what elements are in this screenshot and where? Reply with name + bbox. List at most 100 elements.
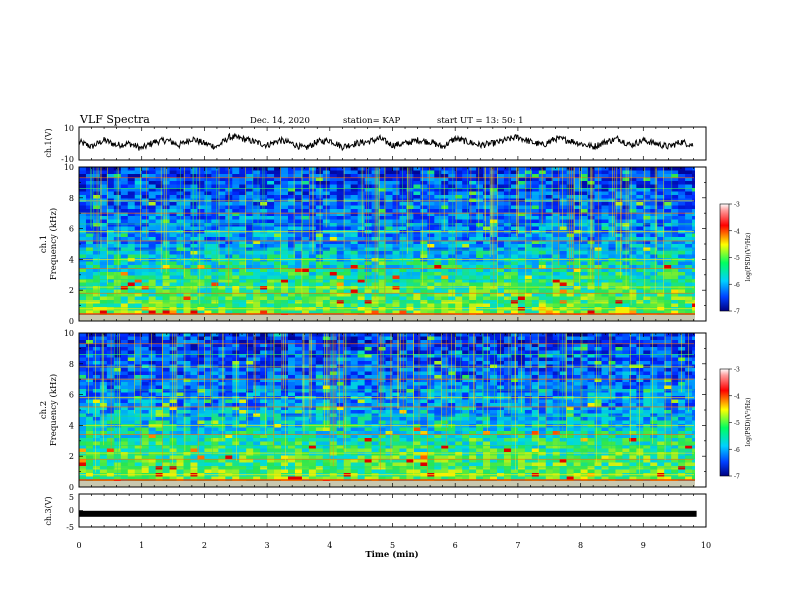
spectrogram-cell: [469, 209, 477, 213]
spectrogram-cell: [336, 174, 345, 178]
spectrogram-cell: [113, 188, 122, 192]
spectrogram-cell: [329, 272, 338, 276]
spectrogram-cell: [427, 233, 435, 238]
spectrogram-cell: [545, 244, 554, 248]
spectrogram-cell: [552, 216, 561, 220]
spectrogram-cell: [476, 181, 484, 185]
spectrogram-cell: [127, 343, 136, 348]
spectrogram-cell: [113, 184, 122, 189]
spectrogram-cell: [336, 286, 345, 290]
spectrogram-cell: [322, 212, 331, 217]
spectrogram-cell: [573, 268, 581, 273]
spectrogram-cell: [531, 216, 540, 220]
spectrogram-cell: [629, 254, 637, 259]
spectrogram-cell: [274, 347, 282, 351]
spectrogram-cell: [274, 212, 282, 217]
spectrogram-cell: [260, 310, 268, 315]
spectrogram-cell: [134, 191, 143, 196]
spectrogram-cell: [545, 184, 554, 189]
spectrogram-cell: [622, 303, 630, 308]
spectrogram-cell: [176, 336, 184, 341]
spectrogram-cell: [497, 195, 505, 199]
spectrogram-cell: [448, 296, 456, 301]
spectrogram-cell: [392, 272, 400, 276]
spectrogram-cell: [274, 293, 282, 297]
spectrogram-cell: [497, 247, 505, 252]
spectrogram-cell: [155, 347, 163, 351]
spectrogram-cell: [141, 167, 150, 171]
spectrogram-cell: [162, 350, 170, 355]
spectrogram-cell: [420, 247, 428, 252]
spectrogram-cell: [92, 233, 101, 238]
spectrogram-cell: [211, 216, 219, 220]
spectrogram-cell: [476, 191, 484, 196]
spectrogram-cell: [127, 268, 136, 273]
spectrogram-cell: [357, 251, 366, 255]
spectrogram-cell: [113, 275, 122, 280]
spectrogram-cell: [239, 275, 247, 280]
spectrogram-cell: [455, 265, 463, 269]
spectrogram-cell: [274, 202, 282, 206]
spectrogram-cell: [92, 279, 101, 283]
spectrogram-cell: [636, 310, 644, 315]
spectrogram-cell: [392, 279, 400, 283]
spectrogram-cell: [643, 347, 651, 351]
spectrogram-cell: [420, 198, 428, 203]
spectrogram-cell: [288, 275, 296, 280]
spectrogram-cell: [113, 251, 122, 255]
spectrogram-cell: [204, 226, 212, 231]
spectrogram-cell: [573, 347, 581, 351]
spectrogram-cell: [580, 343, 588, 348]
spectrogram-cell: [239, 350, 247, 355]
spectrogram-cell: [267, 279, 275, 283]
spectrogram-cell: [608, 226, 616, 231]
spectrogram-cell: [267, 219, 275, 224]
spectrogram-cell: [288, 254, 296, 259]
spectrogram-cell: [650, 258, 658, 262]
spectrogram-cell: [155, 261, 163, 266]
spectrogram-cell: [385, 174, 393, 178]
spectrogram-cell: [204, 223, 212, 227]
spectrogram-cell: [497, 167, 505, 171]
spectrogram-cell: [406, 226, 414, 231]
spectrogram-cell: [301, 258, 310, 262]
spectrogram-cell: [671, 216, 679, 220]
spectrogram-cell: [510, 343, 519, 348]
spectrogram-cell: [441, 226, 449, 231]
spectrogram-cell: [85, 272, 94, 276]
spectrogram-cell: [364, 343, 372, 348]
spectrogram-cell: [364, 350, 372, 355]
spectrogram-cell: [587, 333, 595, 337]
spectrogram-cell: [385, 244, 393, 248]
spectrogram-cell: [301, 336, 310, 341]
spectrogram-cell: [643, 209, 651, 213]
spectrogram-cell: [246, 333, 254, 337]
spectrogram-cell: [385, 237, 393, 241]
spectrogram-cell: [483, 343, 491, 348]
spectrogram-cell: [441, 272, 449, 276]
spectrogram-cell: [427, 300, 435, 304]
spectrogram-cell: [190, 296, 198, 301]
spectrogram-cell: [204, 265, 212, 269]
spectrogram-cell: [650, 237, 658, 241]
spectrogram-cell: [204, 268, 212, 273]
spectrogram-cell: [678, 251, 686, 255]
spectrogram-cell: [643, 303, 651, 308]
spectrogram-cell: [406, 340, 414, 344]
spectrogram-cell: [385, 343, 393, 348]
spectrogram-cell: [204, 310, 212, 315]
spectrogram-cell: [671, 209, 679, 213]
spectrogram-cell: [371, 333, 379, 337]
spectrogram-cell: [587, 347, 595, 351]
spectrogram-cell: [253, 279, 261, 283]
spectrogram-cell: [538, 286, 547, 290]
spectrogram-cell: [483, 240, 491, 245]
spectrogram-cell: [106, 219, 115, 224]
spectrogram-cell: [169, 300, 177, 304]
spectrogram-cell: [343, 300, 352, 304]
spectrogram-cell: [343, 340, 352, 344]
spectrogram-cell: [288, 333, 296, 337]
spectrogram-cell: [510, 188, 519, 192]
spectrogram-cell: [141, 293, 150, 297]
spectrogram-cell: [134, 226, 143, 231]
